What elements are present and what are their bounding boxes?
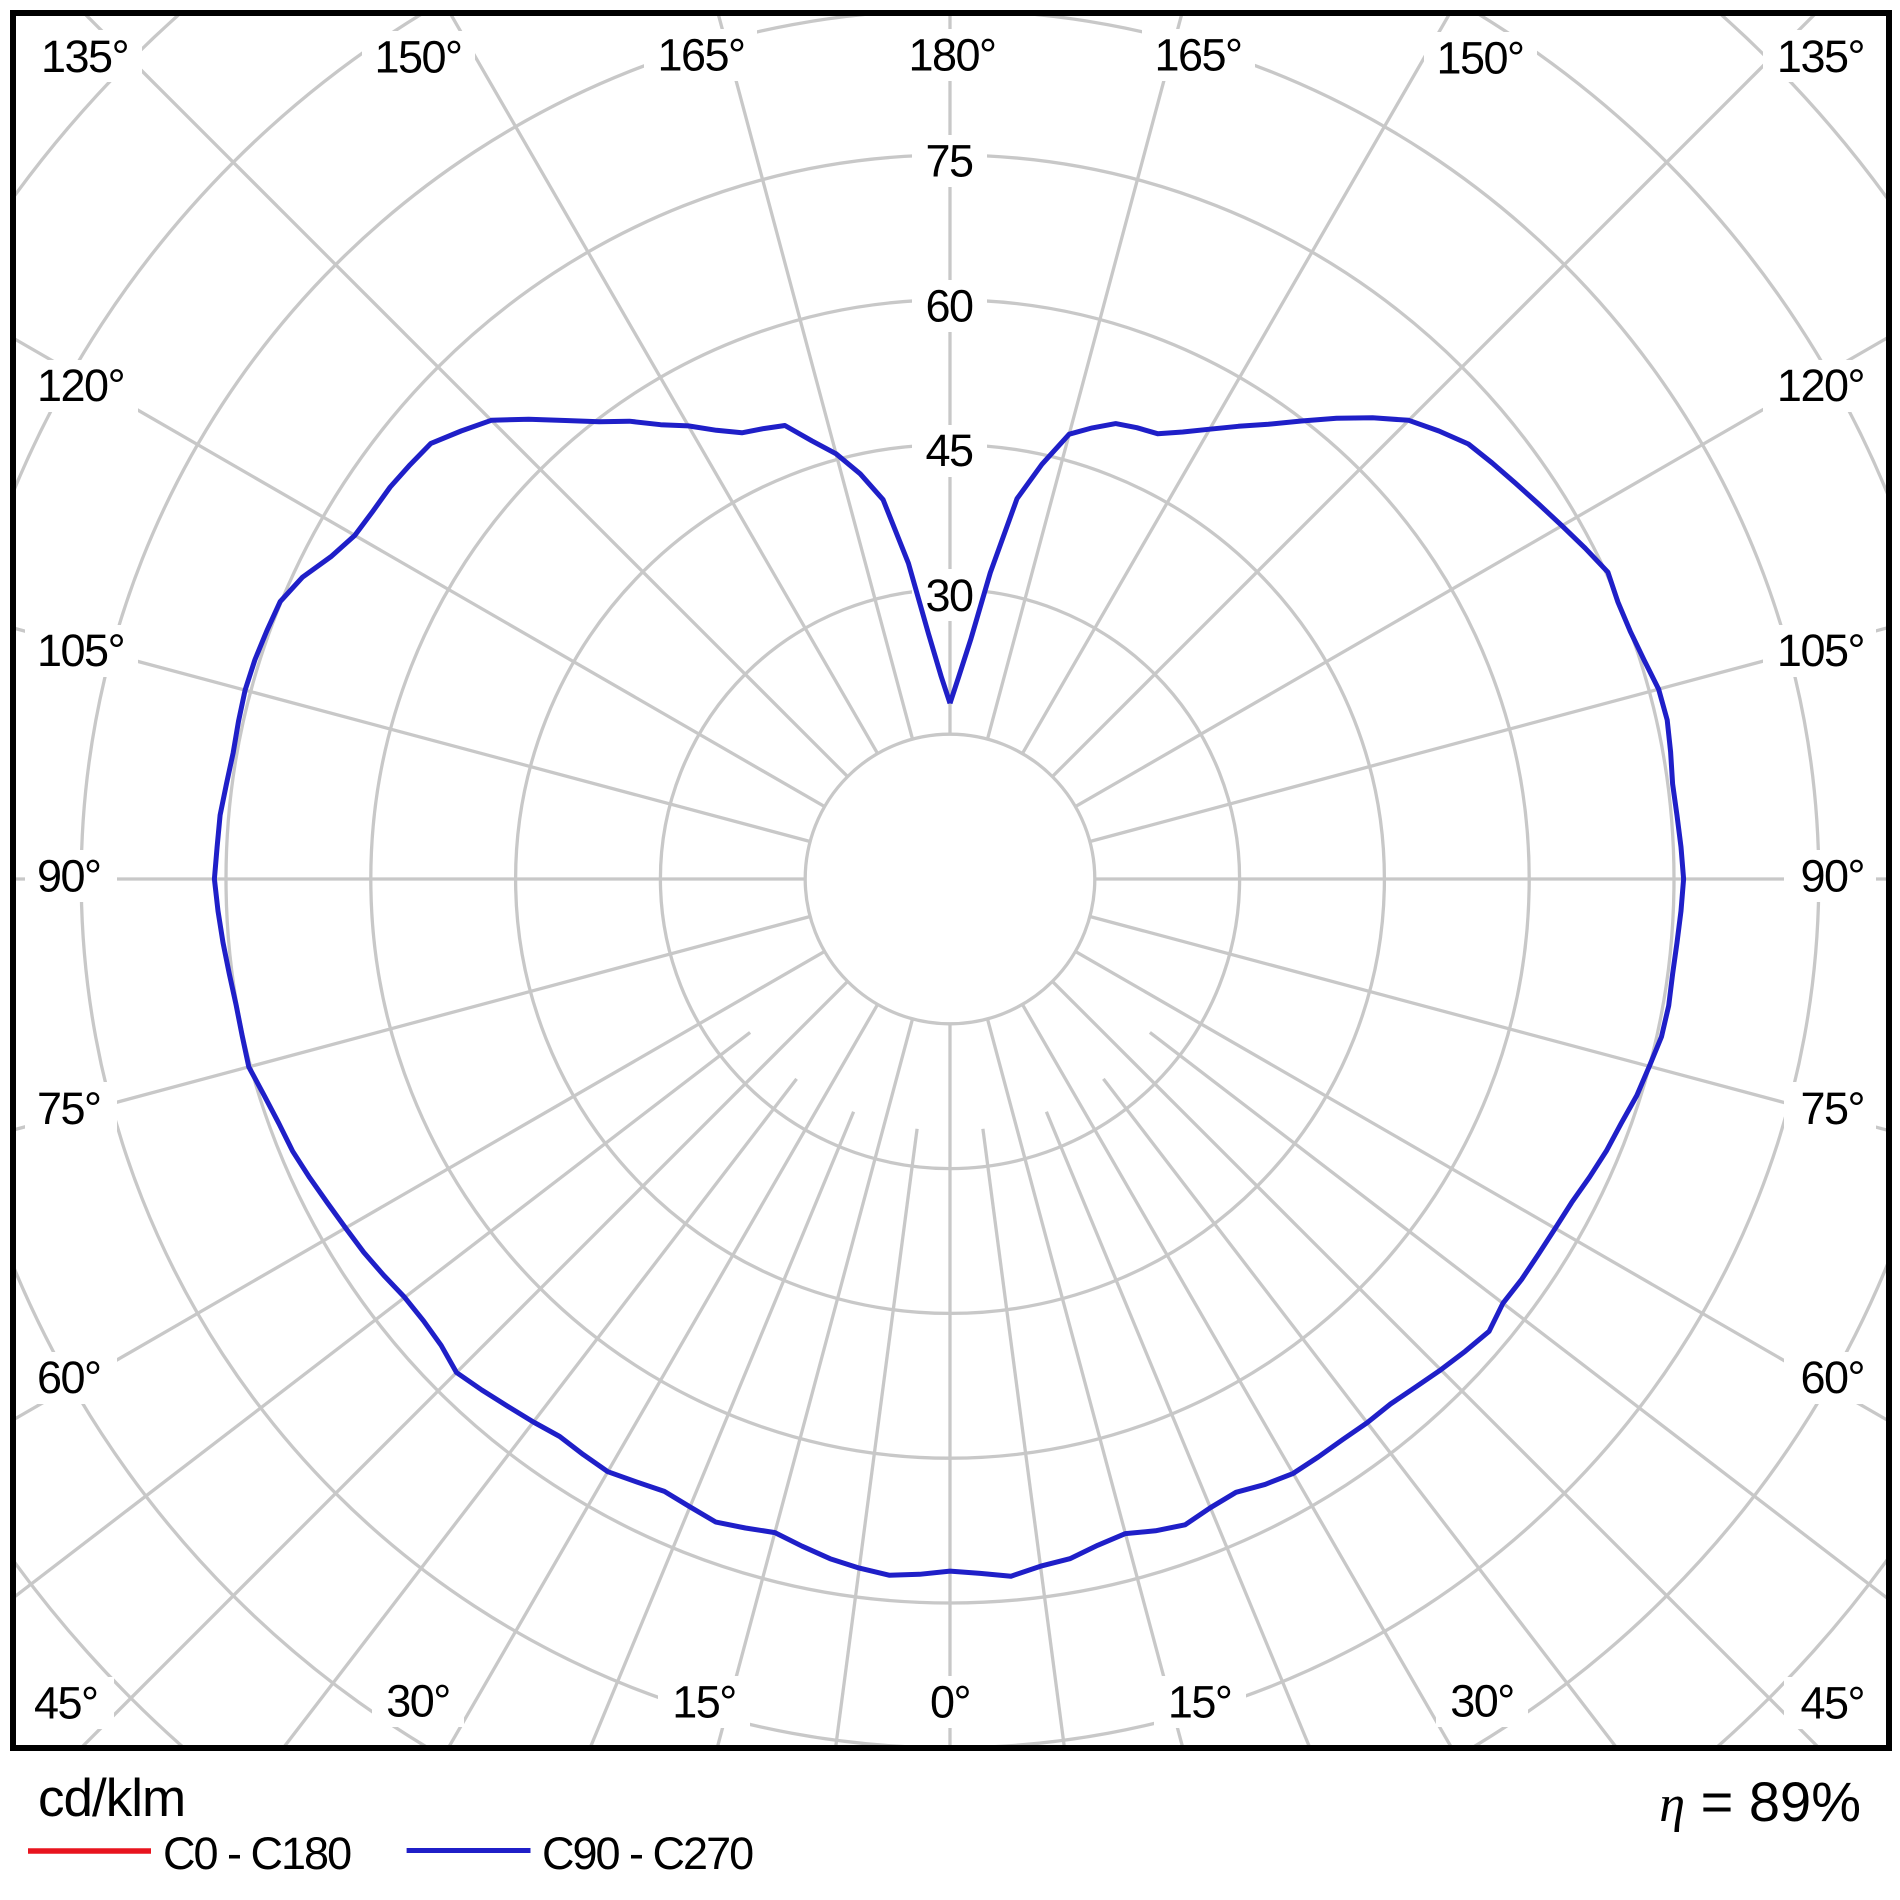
svg-text:90°: 90°: [37, 851, 101, 902]
svg-text:150°: 150°: [374, 32, 461, 83]
svg-text:165°: 165°: [1154, 30, 1241, 81]
svg-text:45°: 45°: [34, 1678, 98, 1729]
svg-text:15°: 15°: [672, 1677, 736, 1728]
svg-text:105°: 105°: [1777, 625, 1864, 676]
svg-text:30°: 30°: [1450, 1676, 1514, 1727]
svg-text:180°: 180°: [908, 30, 995, 81]
svg-text:45°: 45°: [1800, 1678, 1864, 1729]
svg-text:120°: 120°: [37, 360, 124, 411]
svg-text:30: 30: [925, 570, 973, 621]
svg-text:0°: 0°: [930, 1677, 970, 1728]
svg-text:η = 89%: η = 89%: [1659, 1770, 1861, 1833]
svg-text:60°: 60°: [1800, 1352, 1864, 1403]
svg-text:135°: 135°: [1777, 31, 1864, 82]
svg-text:60: 60: [925, 280, 973, 331]
svg-text:75°: 75°: [37, 1083, 101, 1134]
svg-text:150°: 150°: [1436, 33, 1523, 84]
svg-text:165°: 165°: [657, 30, 744, 81]
svg-text:cd/klm: cd/klm: [38, 1769, 185, 1828]
svg-text:60°: 60°: [37, 1352, 101, 1403]
svg-text:C0 - C180: C0 - C180: [163, 1828, 351, 1879]
svg-text:90°: 90°: [1800, 851, 1864, 902]
svg-text:45: 45: [925, 425, 973, 476]
svg-text:30°: 30°: [386, 1676, 450, 1727]
svg-text:C90 - C270: C90 - C270: [542, 1828, 753, 1879]
svg-text:15°: 15°: [1168, 1677, 1232, 1728]
svg-text:135°: 135°: [41, 31, 128, 82]
svg-text:75°: 75°: [1800, 1083, 1864, 1134]
svg-text:105°: 105°: [37, 625, 124, 676]
svg-text:75: 75: [925, 136, 973, 187]
svg-text:120°: 120°: [1777, 360, 1864, 411]
